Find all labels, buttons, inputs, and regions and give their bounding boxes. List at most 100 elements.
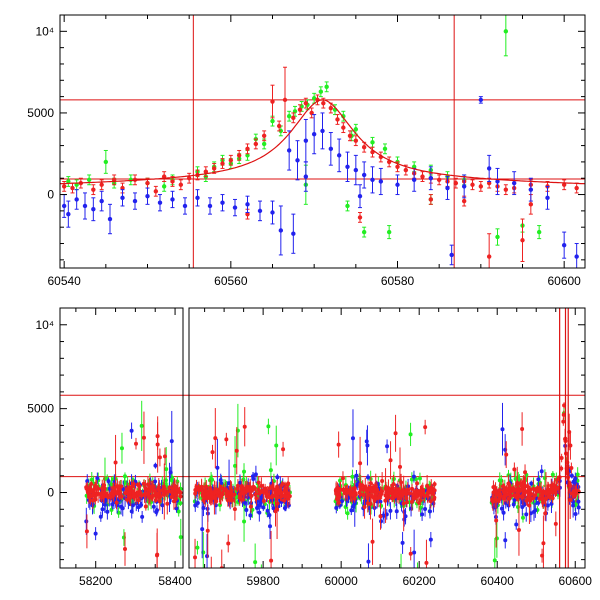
top-green-point (66, 176, 71, 187)
bottom-blue-point (155, 505, 160, 516)
bottom-blue-point (514, 519, 519, 530)
top-blue-point (157, 194, 163, 212)
bottom-red-point (516, 504, 521, 556)
top-red-point (486, 233, 492, 268)
bottom-red-point (399, 489, 404, 501)
top-red-point (178, 179, 184, 191)
bottom-xtick-label: 60400 (481, 574, 515, 588)
bottom-blue-point (385, 439, 390, 454)
top-panel-zoom: 60540 60560 60580 60600 0 5000 10⁴ (27, 14, 586, 288)
bottom-red-point (561, 417, 566, 426)
bottom-red-point (362, 495, 367, 519)
bottom-red-point (132, 493, 137, 500)
top-green-point (74, 179, 79, 191)
top-blue-point (311, 114, 317, 155)
bottom-red-point (193, 538, 198, 568)
top-green-point (161, 180, 167, 192)
top-ytick-label: 10⁴ (35, 24, 54, 38)
bottom-blue-point (275, 473, 280, 481)
top-red-point (420, 171, 425, 182)
top-blue-point (461, 174, 467, 199)
bottom-red-point (113, 434, 118, 491)
bottom-blue-point (573, 507, 578, 521)
top-blue-point (120, 189, 125, 207)
bottom-red-point (162, 487, 167, 502)
bottom-red-point (128, 486, 133, 494)
bottom-red-point (111, 482, 116, 501)
top-blue-point (528, 177, 534, 202)
top-green-point (341, 110, 346, 122)
bottom-red-point (494, 486, 499, 504)
bottom-red-point (358, 484, 363, 495)
top-red-point (91, 184, 96, 196)
bottom-blue-point (105, 503, 110, 520)
top-red-point (203, 166, 209, 178)
bottom-red-point (282, 492, 287, 499)
bottom-red-point (520, 412, 525, 446)
bottom-red-point (523, 486, 528, 498)
bottom-red-point (213, 408, 218, 469)
bottom-red-point (261, 497, 266, 505)
bottom-xtick-label: 60200 (402, 574, 436, 588)
bottom-red-point (131, 480, 136, 488)
bottom-red-point (87, 485, 92, 492)
top-blue-point (411, 167, 417, 192)
top-blue-point (207, 197, 213, 215)
bottom-blue-point (98, 511, 103, 522)
bottom-ytick-label: 10⁴ (35, 318, 54, 332)
bottom-blue-point (265, 504, 270, 518)
top-blue-point (511, 171, 517, 196)
bottom-red-point (144, 485, 149, 502)
top-green-point (370, 136, 375, 148)
bottom-red-point (119, 493, 124, 500)
top-blue-point (74, 189, 79, 210)
top-ytick-label: 0 (47, 188, 54, 202)
bottom-red-point (232, 497, 237, 521)
top-red-point (478, 180, 484, 192)
top-blue-point (370, 166, 375, 194)
top-red-point (211, 163, 217, 174)
top-red-point (335, 114, 340, 125)
top-blue-point (303, 161, 309, 192)
bottom-red-point (336, 498, 341, 507)
bottom-frame-left (59, 307, 184, 569)
bottom-green-point (233, 436, 238, 496)
bottom-red-point (523, 464, 528, 481)
bottom-green-point (268, 462, 273, 478)
top-blue-point (220, 194, 225, 212)
bottom-red-point (399, 473, 404, 491)
bottom-blue-point (428, 531, 433, 548)
bottom-blue-point (339, 496, 344, 506)
bottom-frame-right (188, 307, 586, 569)
top-blue-point (303, 118, 309, 163)
bottom-red-point (497, 482, 502, 498)
bottom-red-point (248, 500, 253, 513)
top-red-point (282, 66, 288, 134)
bottom-blue-point (169, 410, 174, 472)
top-red-point (220, 158, 225, 169)
bottom-red-point (424, 539, 429, 568)
bottom-red-point (506, 481, 511, 498)
bottom-red-point (378, 502, 383, 530)
bottom-red-point (136, 490, 141, 498)
bottom-blue-point (427, 504, 432, 519)
bottom-red-point (134, 437, 139, 450)
bottom-green-point (520, 512, 525, 523)
bottom-red-point (226, 534, 231, 553)
bottom-blue-point (93, 527, 98, 541)
bottom-blue-point (499, 504, 504, 513)
top-red-point (357, 212, 363, 223)
top-blue-point (361, 161, 367, 189)
top-blue-point (328, 132, 334, 166)
bottom-red-point (143, 502, 148, 511)
bottom-red-point (429, 484, 434, 500)
bottom-blue-point (403, 508, 408, 525)
bottom-blue-point (412, 529, 417, 568)
bottom-red-point (388, 441, 393, 480)
bottom-red-point (345, 484, 350, 501)
bottom-red-point (416, 489, 421, 496)
top-red-point (503, 184, 509, 196)
bottom-red-point (193, 483, 198, 497)
bottom-red-point (205, 503, 210, 558)
bottom-blue-point (95, 472, 100, 484)
